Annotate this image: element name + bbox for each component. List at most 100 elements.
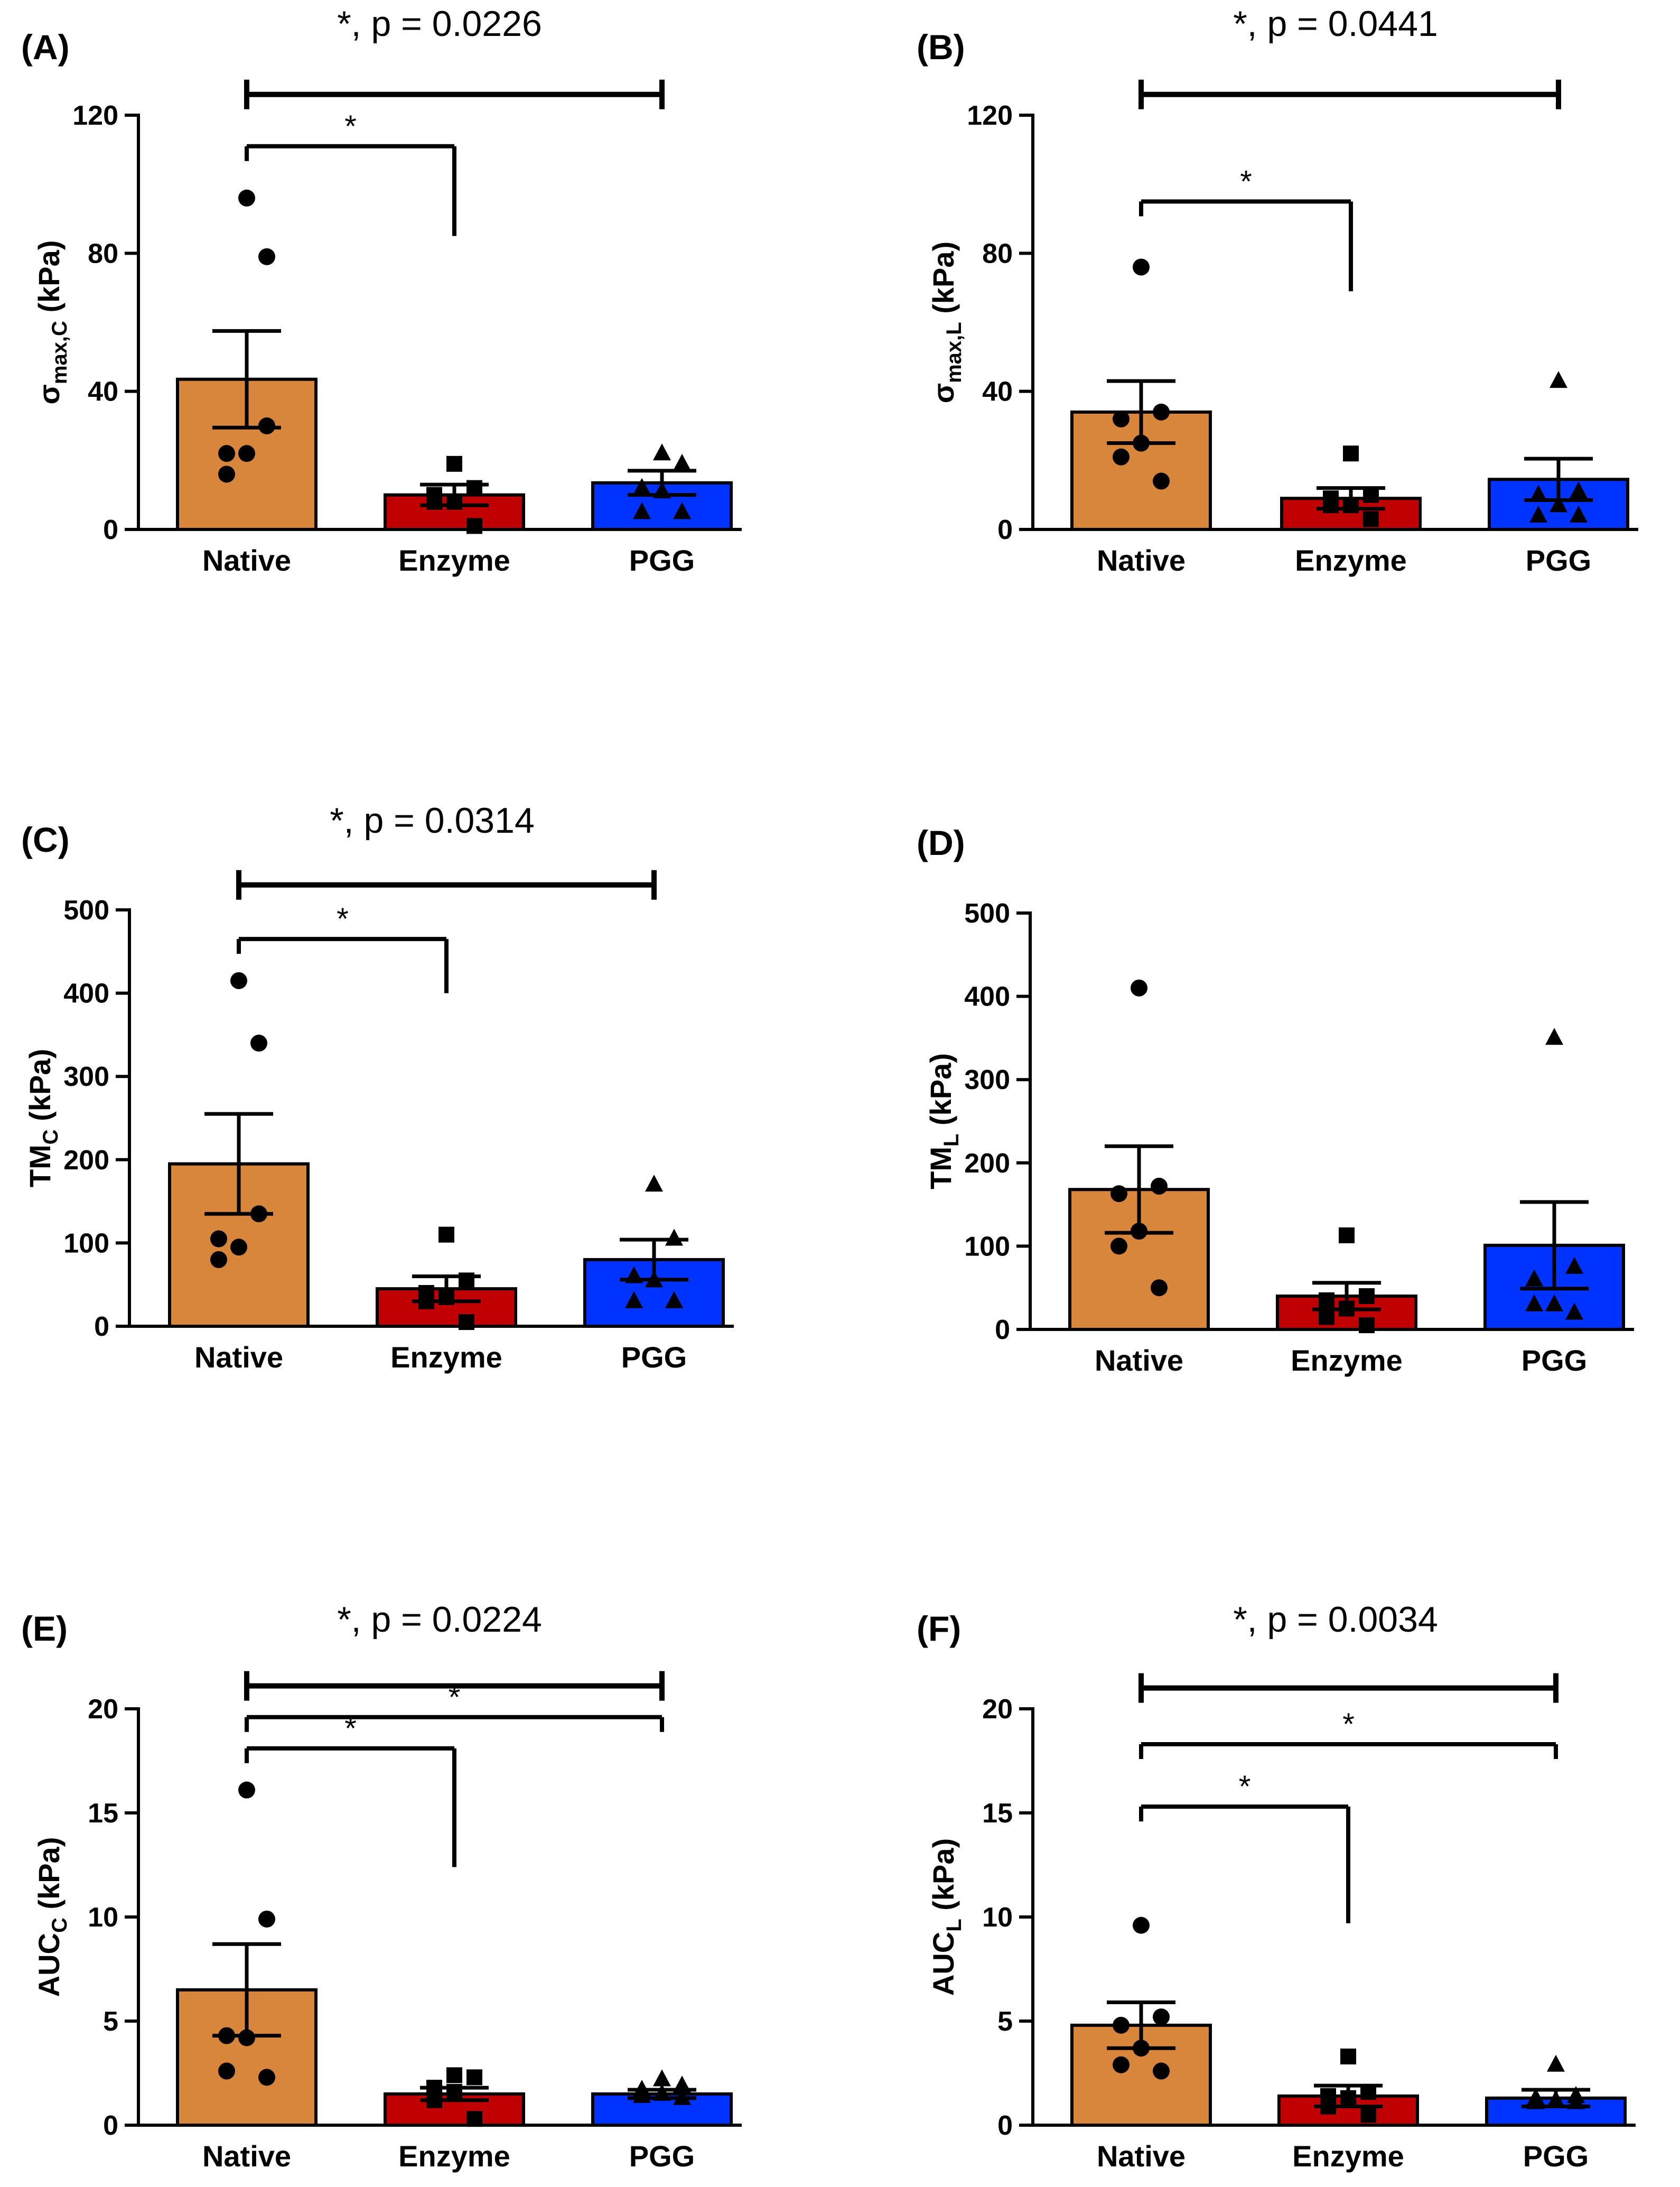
- x-tick-label: PGG: [629, 2139, 695, 2173]
- significance-bracket: [236, 870, 657, 900]
- data-point: [1570, 481, 1588, 499]
- data-point: [653, 2083, 671, 2101]
- data-point: [258, 1910, 275, 1928]
- y-axis-label: σmax,L (kPa): [927, 241, 966, 403]
- y-tick-label: 0: [997, 2110, 1013, 2141]
- data-point: [210, 1230, 227, 1248]
- data-point: [633, 478, 651, 495]
- data-point: [1153, 2062, 1170, 2080]
- data-point: [230, 972, 247, 989]
- significance-label: *: [1342, 1707, 1355, 1742]
- data-point: [210, 1251, 227, 1268]
- y-axis-label-main: AUC: [32, 1933, 66, 1997]
- x-tick-label: PGG: [1523, 2139, 1589, 2173]
- y-axis-label-subscript: C: [48, 1918, 71, 1933]
- data-point: [1359, 1288, 1375, 1304]
- y-axis-label-subscript: max,C: [48, 321, 71, 384]
- data-point: [1529, 485, 1547, 502]
- y-tick-label: 80: [982, 238, 1013, 269]
- y-tick-label: 10: [88, 1902, 118, 1933]
- data-point: [1360, 2083, 1376, 2100]
- x-tick-label: Enzyme: [1295, 544, 1407, 577]
- data-point: [1339, 1227, 1355, 1243]
- x-tick-label: Enzyme: [398, 544, 510, 577]
- x-tick-label: Native: [1095, 1344, 1183, 1377]
- x-tick-label: PGG: [621, 1341, 687, 1374]
- significance-label: *: [449, 1680, 461, 1715]
- panel-label: (C): [21, 820, 70, 859]
- data-point: [418, 1293, 434, 1309]
- bar-enzyme: [376, 1287, 517, 1328]
- data-point: [1319, 1292, 1334, 1308]
- y-tick-label: 0: [997, 515, 1013, 545]
- data-point: [1110, 1237, 1127, 1255]
- data-point: [1153, 472, 1170, 490]
- data-point: [1363, 511, 1379, 527]
- data-point: [673, 2076, 691, 2093]
- y-axis-label-subscript: L: [942, 1919, 966, 1931]
- x-tick-label: Native: [1097, 544, 1186, 577]
- data-point: [653, 443, 671, 461]
- data-point: [1339, 1300, 1355, 1317]
- data-point: [238, 2029, 255, 2046]
- y-tick-label: 200: [63, 1145, 109, 1176]
- data-point: [1113, 448, 1130, 466]
- data-point: [446, 2067, 462, 2083]
- data-point: [238, 445, 255, 462]
- data-point: [633, 2086, 651, 2103]
- y-axis-label-unit: (kPa): [32, 240, 66, 321]
- y-axis-label-unit: (kPa): [23, 1049, 57, 1130]
- data-point: [218, 466, 235, 483]
- y-tick-label: 80: [88, 238, 118, 269]
- y-tick-label: 100: [63, 1228, 109, 1259]
- y-axis-label: AUCC (kPa): [32, 1837, 71, 1997]
- x-tick-label: PGG: [629, 544, 695, 577]
- significance-label: *: [1240, 164, 1252, 199]
- significance-label: *: [344, 1711, 357, 1746]
- y-axis-label: TML (kPa): [924, 1053, 963, 1189]
- data-point: [633, 502, 651, 519]
- significance-bracket: *: [1139, 1707, 1558, 1759]
- data-point: [1343, 497, 1359, 514]
- y-tick-label: 200: [964, 1148, 1010, 1179]
- chart-panel-c: (C) *, p = 0.0314 0 100 200 300 400 500 Native En…: [21, 801, 734, 1374]
- y-tick-label: 300: [63, 1062, 109, 1092]
- data-point: [1529, 505, 1547, 523]
- data-point: [1570, 505, 1588, 523]
- data-point: [426, 2092, 442, 2108]
- y-tick-label: 300: [964, 1065, 1010, 1095]
- y-tick-label: 500: [964, 898, 1010, 929]
- data-point: [258, 2069, 275, 2086]
- data-point: [1153, 2008, 1170, 2026]
- chart-title: *, p = 0.0224: [337, 1599, 542, 1640]
- significance-bracket: *: [245, 1711, 456, 1867]
- y-tick-label: 0: [995, 1315, 1010, 1345]
- data-point: [665, 1291, 683, 1308]
- data-point: [1133, 1916, 1150, 1934]
- chart-panel-f: (F) *, p = 0.0034 0 5 10 15 20 Native Enzyme PGG A…: [917, 1599, 1636, 2173]
- y-tick-label: 400: [964, 982, 1010, 1012]
- y-tick-label: 0: [103, 2110, 118, 2141]
- x-tick-label: Enzyme: [398, 2139, 510, 2173]
- data-point: [1153, 403, 1170, 421]
- y-tick-label: 5: [103, 2006, 118, 2037]
- data-point: [653, 2069, 671, 2087]
- data-point: [1567, 2092, 1585, 2109]
- data-point: [673, 2088, 691, 2105]
- panel-label: (F): [917, 1609, 961, 1648]
- significance-label: *: [344, 109, 357, 144]
- chart-title: *, p = 0.0226: [337, 4, 542, 44]
- data-point: [1547, 2090, 1565, 2107]
- data-point: [625, 1291, 643, 1308]
- data-point: [466, 480, 482, 496]
- data-point: [1133, 434, 1150, 452]
- y-axis-label-unit: (kPa): [32, 1837, 66, 1918]
- data-point: [1113, 410, 1130, 427]
- significance-bracket: [1138, 79, 1561, 109]
- y-tick-label: 20: [88, 1694, 118, 1725]
- data-point: [1550, 371, 1567, 388]
- data-point: [1343, 445, 1359, 462]
- panel-label: (D): [917, 823, 965, 862]
- data-point: [1360, 2107, 1376, 2123]
- significance-label: *: [1239, 1770, 1251, 1804]
